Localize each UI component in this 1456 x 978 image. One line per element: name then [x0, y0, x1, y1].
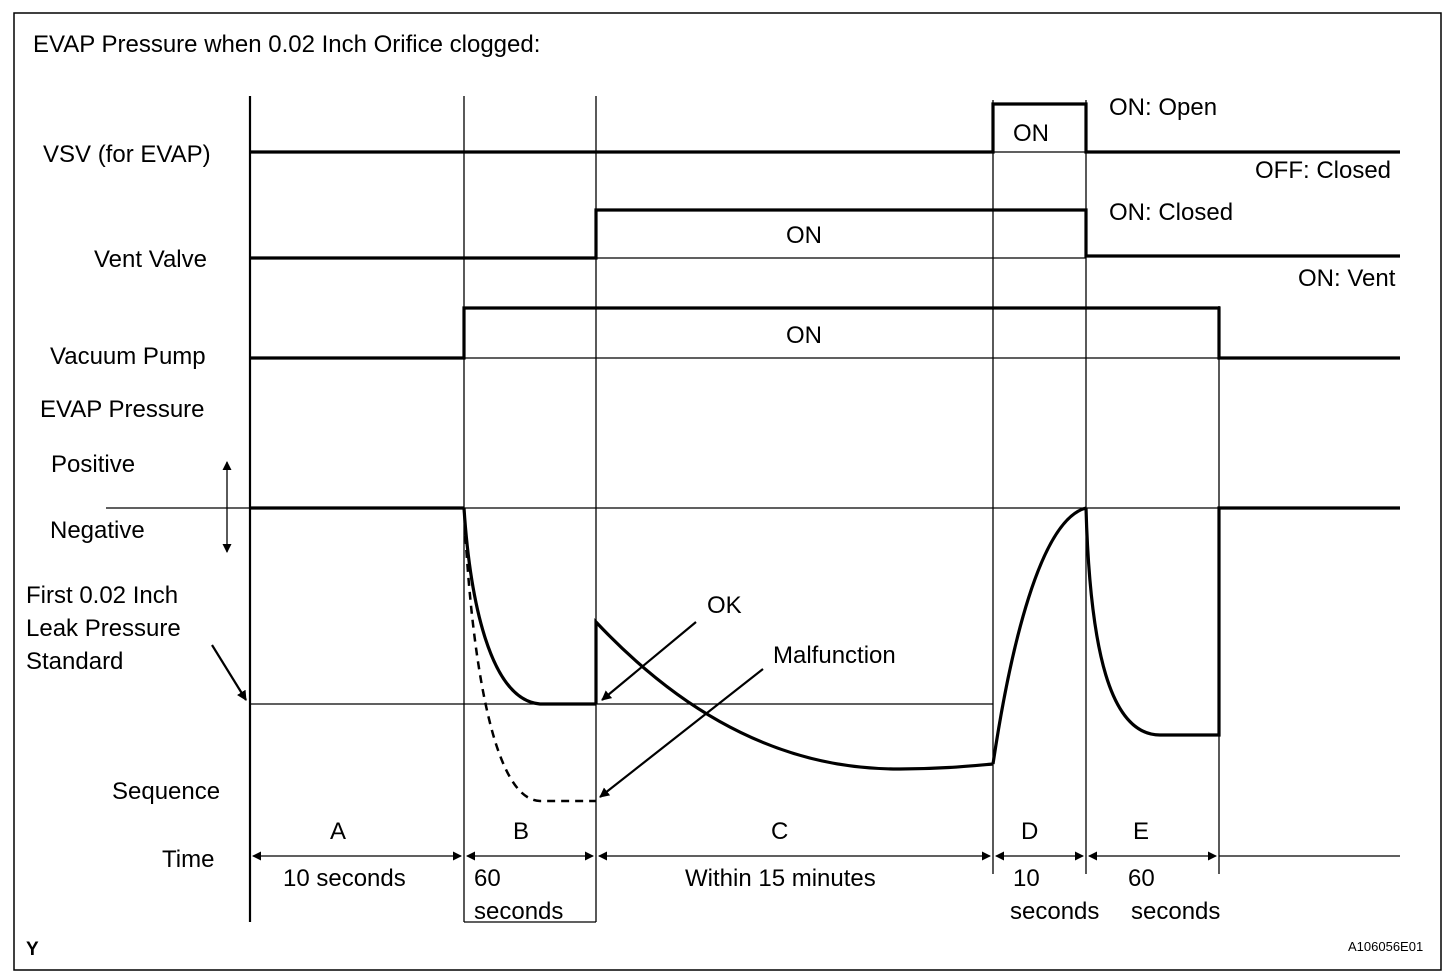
positive-label: Positive	[51, 451, 135, 478]
row-label-vsv: VSV (for EVAP)	[43, 141, 211, 168]
leak-standard-line-2: Leak Pressure	[26, 615, 181, 642]
negative-label: Negative	[50, 517, 145, 544]
diagram-border	[13, 12, 1442, 971]
pressure-trace-d-rise	[991, 506, 1087, 765]
vent-off-state-label: ON: Vent	[1298, 265, 1396, 292]
sequence-letter-b: B	[513, 818, 529, 845]
vsv-on-box-label: ON	[1013, 120, 1049, 147]
pressure-trace-ok-drawdown	[462, 507, 596, 706]
time-value-e-line-2: seconds	[1131, 898, 1220, 925]
time-label: Time	[162, 846, 214, 873]
figure-id: A106056E01	[1348, 939, 1423, 954]
vent-valve-signal	[250, 208, 1400, 260]
time-value-d-line-2: seconds	[1010, 898, 1099, 925]
footer-left-mark: Y	[26, 939, 39, 960]
time-value-b-line-2: seconds	[474, 898, 563, 925]
pressure-trace-malfunction-drawdown	[462, 507, 596, 803]
leak-standard-pointer	[211, 644, 247, 701]
row-label-evap-pressure: EVAP Pressure	[40, 396, 205, 423]
pressure-trace-e-drawdown	[1084, 506, 1400, 737]
vsv-off-state-label: OFF: Closed	[1255, 157, 1391, 184]
evap-pressure-traces	[250, 506, 1400, 803]
diagram-title: EVAP Pressure when 0.02 Inch Orifice clo…	[33, 31, 540, 58]
malfunction-callout-label: Malfunction	[773, 642, 896, 669]
vent-on-box-label: ON	[786, 222, 822, 249]
leak-standard-line-3: Standard	[26, 648, 123, 675]
row-label-vacuum-pump: Vacuum Pump	[50, 343, 206, 370]
leak-standard-line-1: First 0.02 Inch	[26, 582, 178, 609]
time-value-a: 10 seconds	[283, 865, 406, 892]
sequence-label: Sequence	[112, 778, 220, 805]
time-value-c: Within 15 minutes	[685, 865, 876, 892]
sequence-letter-a: A	[330, 818, 346, 845]
pump-on-box-label: ON	[786, 322, 822, 349]
vacuum-pump-signal	[250, 306, 1400, 360]
pressure-trace-c-recovery	[594, 617, 994, 771]
sequence-letter-e: E	[1133, 818, 1149, 845]
row-label-vent-valve: Vent Valve	[94, 246, 207, 273]
time-value-d-line-1: 10	[1013, 865, 1040, 892]
time-value-b-line-1: 60	[474, 865, 501, 892]
ok-callout-label: OK	[707, 592, 742, 619]
sequence-letter-c: C	[771, 818, 788, 845]
malfunction-callout-arrow	[599, 668, 764, 798]
time-value-e-line-1: 60	[1128, 865, 1155, 892]
vsv-on-state-label: ON: Open	[1109, 94, 1217, 121]
vent-on-state-label: ON: Closed	[1109, 199, 1233, 226]
ok-callout-arrow	[601, 621, 697, 701]
vsv-signal	[250, 102, 1400, 154]
sequence-letter-d: D	[1021, 818, 1038, 845]
